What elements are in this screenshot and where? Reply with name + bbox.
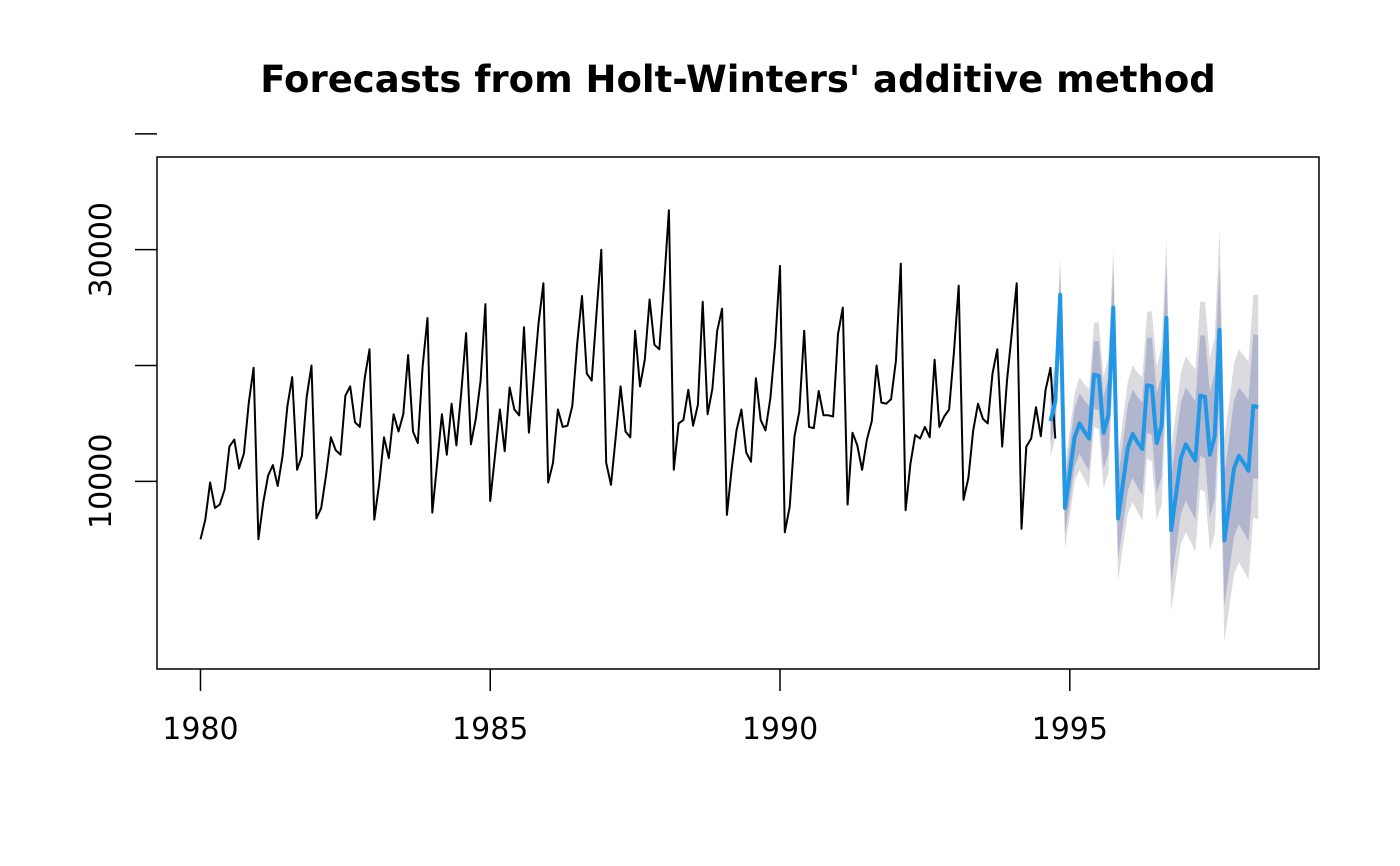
x-tick-label: 1985 [452,712,528,747]
x-axis: 1980 1985 1990 1995 [162,669,1108,747]
chart-title: Forecasts from Holt-Winters' additive me… [260,58,1215,101]
plot-frame [156,156,1320,670]
x-tick-label: 1995 [1032,712,1108,747]
forecast-series-line [1048,292,1259,543]
y-axis: 10000 30000 [84,133,157,529]
series-lines [199,209,1259,543]
y-tick-label: 10000 [84,434,119,529]
x-tick-label: 1990 [742,712,818,747]
observed-series-line [199,209,1057,541]
y-tick-label: 30000 [84,202,119,297]
x-tick-label: 1980 [162,712,238,747]
